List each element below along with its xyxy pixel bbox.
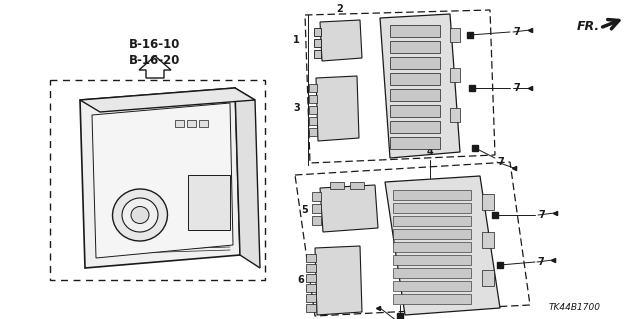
Polygon shape: [320, 20, 362, 61]
Bar: [306, 284, 316, 292]
Text: 4: 4: [427, 147, 433, 157]
Bar: [187, 120, 196, 127]
Bar: [393, 190, 471, 200]
Text: 7: 7: [538, 210, 545, 220]
Bar: [309, 117, 317, 125]
Bar: [306, 254, 316, 262]
Text: 7: 7: [513, 83, 520, 93]
Bar: [350, 182, 364, 189]
Bar: [390, 57, 440, 69]
Bar: [314, 28, 321, 36]
Polygon shape: [235, 88, 260, 268]
Bar: [450, 108, 460, 122]
Bar: [188, 175, 230, 230]
Bar: [312, 216, 321, 225]
Text: 2: 2: [337, 4, 344, 14]
Bar: [306, 264, 316, 272]
Bar: [312, 204, 321, 213]
Bar: [390, 137, 440, 149]
Text: 7: 7: [497, 157, 504, 167]
Bar: [390, 73, 440, 85]
Ellipse shape: [113, 189, 168, 241]
Polygon shape: [92, 103, 233, 258]
Polygon shape: [316, 76, 359, 141]
Bar: [393, 255, 471, 265]
Text: 7: 7: [537, 257, 544, 267]
Bar: [330, 182, 344, 189]
Ellipse shape: [131, 206, 149, 224]
Bar: [390, 121, 440, 133]
Bar: [314, 50, 321, 58]
Bar: [50, 80, 265, 280]
Text: TK44B1700: TK44B1700: [549, 303, 601, 313]
Bar: [393, 203, 471, 213]
Bar: [390, 25, 440, 37]
Bar: [482, 270, 494, 286]
Polygon shape: [320, 185, 378, 232]
Bar: [314, 39, 321, 47]
Bar: [393, 216, 471, 226]
Bar: [393, 281, 471, 291]
Bar: [199, 120, 208, 127]
Bar: [312, 192, 321, 201]
Bar: [390, 105, 440, 117]
Bar: [175, 120, 184, 127]
Text: 3: 3: [293, 103, 300, 113]
Ellipse shape: [122, 198, 158, 232]
Text: B-16-10
B-16-20: B-16-10 B-16-20: [129, 38, 180, 67]
Bar: [393, 294, 471, 304]
Text: 1: 1: [293, 35, 300, 45]
Polygon shape: [80, 88, 255, 112]
Bar: [309, 128, 317, 136]
Polygon shape: [385, 176, 500, 315]
Bar: [450, 68, 460, 82]
Text: FR.: FR.: [577, 19, 600, 33]
Bar: [393, 268, 471, 278]
Bar: [306, 294, 316, 302]
Polygon shape: [380, 14, 460, 158]
Polygon shape: [80, 88, 240, 268]
Bar: [393, 229, 471, 239]
Bar: [309, 106, 317, 114]
Bar: [309, 84, 317, 92]
Bar: [306, 304, 316, 312]
Text: 6: 6: [297, 275, 304, 285]
Text: 7: 7: [513, 27, 520, 37]
Bar: [306, 274, 316, 282]
Bar: [393, 242, 471, 252]
Bar: [450, 28, 460, 42]
Text: 5: 5: [301, 205, 308, 215]
Bar: [482, 232, 494, 248]
Bar: [482, 194, 494, 210]
Bar: [390, 41, 440, 53]
Polygon shape: [315, 246, 362, 315]
Bar: [390, 89, 440, 101]
Bar: [309, 95, 317, 103]
